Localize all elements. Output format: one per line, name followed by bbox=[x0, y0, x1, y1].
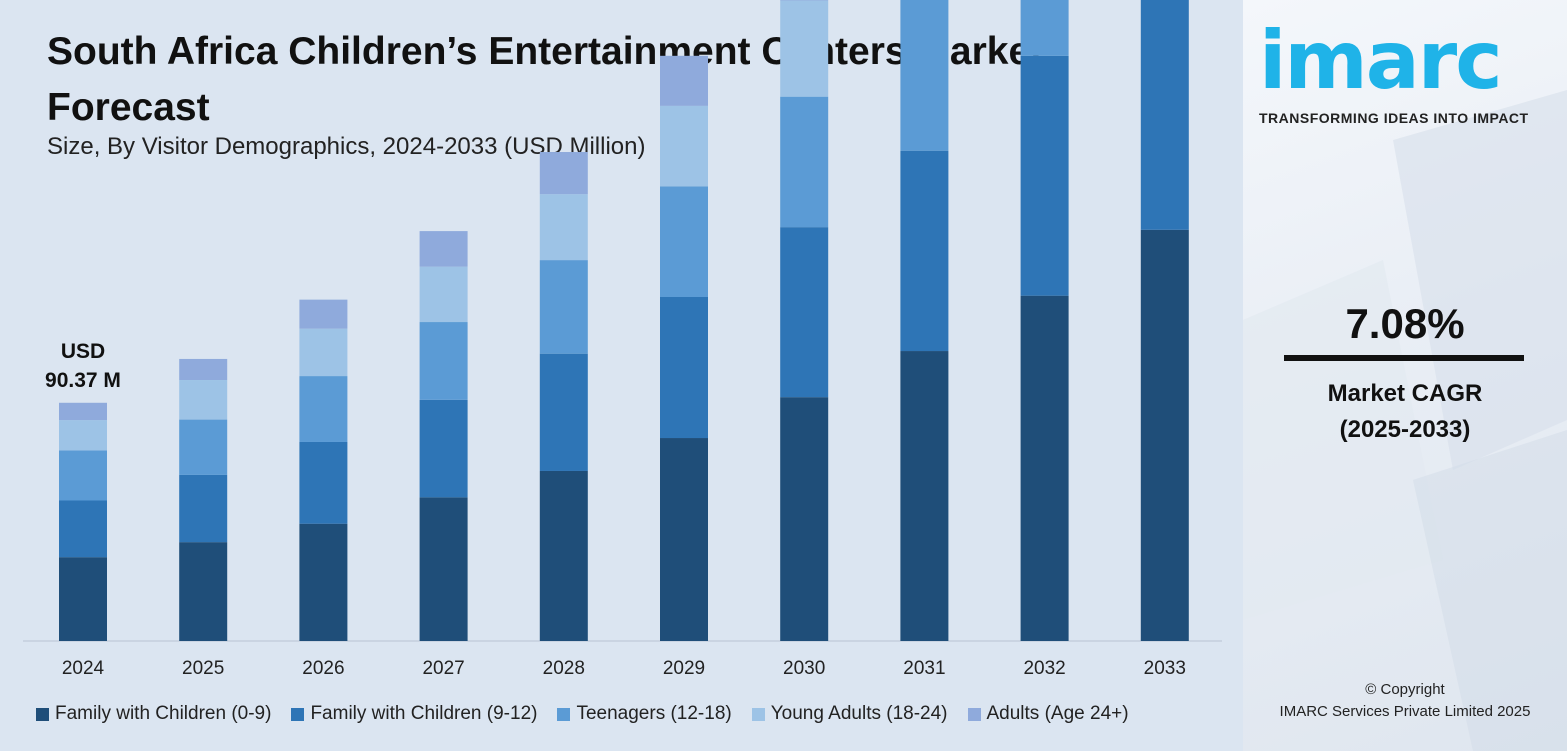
bar-2027-series-4 bbox=[419, 231, 468, 267]
bar-2025-series-1 bbox=[179, 474, 228, 543]
legend-item-0: Family with Children (0-9) bbox=[36, 703, 271, 725]
bar-2024-series-1 bbox=[59, 500, 107, 558]
legend-swatch-3 bbox=[751, 707, 765, 721]
bar-2026-series-1 bbox=[299, 441, 348, 524]
bar-2024-series-4 bbox=[59, 402, 107, 421]
x-tick-label-2026: 2026 bbox=[302, 658, 344, 679]
legend-swatch-1 bbox=[291, 707, 305, 721]
copyright: © Copyright IMARC Services Private Limit… bbox=[1243, 679, 1567, 723]
chart-panel: South Africa Children’s Entertainment Ce… bbox=[0, 0, 1243, 751]
x-tick-label-2030: 2030 bbox=[783, 658, 825, 679]
bar-2026-series-3 bbox=[299, 328, 348, 377]
bar-2026-series-2 bbox=[299, 376, 348, 442]
legend-label-4: Adults (Age 24+) bbox=[986, 703, 1129, 724]
bar-2032-series-0 bbox=[1020, 295, 1069, 641]
bar-2027-series-2 bbox=[419, 322, 468, 400]
x-tick-label-2028: 2028 bbox=[543, 658, 585, 679]
bar-2031-series-1 bbox=[900, 150, 949, 352]
copyright-line-1: © Copyright bbox=[1365, 681, 1445, 698]
bar-2024-series-2 bbox=[59, 450, 107, 501]
bar-2025-series-3 bbox=[179, 380, 228, 420]
x-tick-label-2031: 2031 bbox=[903, 658, 945, 679]
stacked-bar-chart: 2024 2025 2026 2027 2028 2029 2030 2031 2032 2033… bbox=[23, 0, 1222, 679]
legend-label-0: Family with Children (0-9) bbox=[55, 703, 272, 724]
bar-2028-series-0 bbox=[539, 470, 588, 641]
bar-2028-series-1 bbox=[539, 353, 588, 471]
bar-2024-series-3 bbox=[59, 420, 107, 451]
side-panel: imarc TRANSFORMING IDEAS INTO IMPACT 7.0… bbox=[1243, 0, 1567, 751]
bar-2033-series-1 bbox=[1140, 0, 1189, 230]
x-tick-label-2032: 2032 bbox=[1023, 658, 1065, 679]
cagr-label-block: Market CAGR (2025-2033) bbox=[1283, 376, 1527, 448]
logo-tagline: TRANSFORMING IDEAS INTO IMPACT bbox=[1259, 110, 1529, 126]
bar-2029-series-3 bbox=[660, 105, 708, 187]
bar-2025-series-2 bbox=[179, 419, 228, 475]
bar-2029-series-4 bbox=[660, 55, 708, 106]
bar-2031-series-0 bbox=[900, 351, 949, 641]
chart-legend: Family with Children (0-9) Family with Ch… bbox=[36, 702, 1129, 726]
x-tick-label-2033: 2033 bbox=[1144, 658, 1186, 679]
bar-2032-series-1 bbox=[1020, 55, 1069, 296]
cagr-period: (2025-2033) bbox=[1339, 416, 1471, 443]
x-tick-label-2029: 2029 bbox=[663, 658, 705, 679]
x-tick-label-2027: 2027 bbox=[422, 658, 464, 679]
bar-2029-series-0 bbox=[660, 438, 708, 641]
bar-2028-series-2 bbox=[539, 260, 588, 354]
bar-2027-series-3 bbox=[419, 266, 468, 323]
copyright-line-2: IMARC Services Private Limited 2025 bbox=[1279, 703, 1531, 720]
bar-2032-series-2 bbox=[1020, 0, 1069, 56]
legend-label-2: Teenagers (12-18) bbox=[576, 703, 732, 724]
legend-item-1: Family with Children (9-12) bbox=[291, 703, 537, 725]
bar-2027-series-0 bbox=[419, 497, 468, 641]
legend-item-3: Young Adults (18-24) bbox=[751, 703, 948, 725]
legend-swatch-2 bbox=[557, 707, 571, 721]
bar-2029-series-1 bbox=[660, 297, 708, 439]
bar-2026-series-0 bbox=[299, 523, 348, 641]
cagr-divider bbox=[1284, 355, 1524, 361]
bar-2030-series-0 bbox=[780, 397, 829, 641]
x-tick-label-2025: 2025 bbox=[182, 658, 224, 679]
chart-title: South Africa Children’s Entertainment Ce… bbox=[47, 30, 1044, 129]
bar-2024-series-0 bbox=[59, 557, 107, 641]
cagr-value: 7.08% bbox=[1345, 300, 1465, 347]
legend-label-1: Family with Children (9-12) bbox=[310, 703, 538, 724]
background-decoration bbox=[1243, 90, 1567, 751]
bar-2028-series-4 bbox=[539, 152, 588, 195]
bar-2033-series-0 bbox=[1140, 229, 1189, 641]
bar-2026-series-4 bbox=[299, 299, 348, 329]
bar-2031-series-2 bbox=[900, 0, 949, 151]
x-tick-label-2024: 2024 bbox=[62, 658, 105, 679]
legend-item-4: Adults (Age 24+) bbox=[967, 703, 1129, 725]
bar-2029-series-2 bbox=[660, 186, 708, 298]
bar-2030-series-1 bbox=[780, 227, 829, 398]
bar-2030-series-2 bbox=[780, 96, 829, 228]
imarc-logo: imarc TRANSFORMING IDEAS INTO IMPACT bbox=[1259, 14, 1559, 127]
legend-swatch-4 bbox=[967, 707, 981, 721]
bar-2027-series-1 bbox=[419, 399, 468, 498]
legend-label-3: Young Adults (18-24) bbox=[770, 703, 948, 724]
bar-2030-series-3 bbox=[780, 0, 829, 97]
total-label-2024-line-1: USD bbox=[61, 340, 105, 363]
bar-2028-series-3 bbox=[539, 194, 588, 261]
legend-item-2: Teenagers (12-18) bbox=[557, 703, 732, 725]
bar-2025-series-0 bbox=[179, 542, 228, 641]
legend-swatch-0 bbox=[36, 707, 49, 721]
cagr-label: Market CAGR bbox=[1327, 380, 1483, 407]
bar-2025-series-4 bbox=[179, 358, 228, 381]
logo-wordmark: imarc bbox=[1259, 14, 1503, 107]
total-label-2024-line-2: 90.37 M bbox=[45, 369, 121, 392]
